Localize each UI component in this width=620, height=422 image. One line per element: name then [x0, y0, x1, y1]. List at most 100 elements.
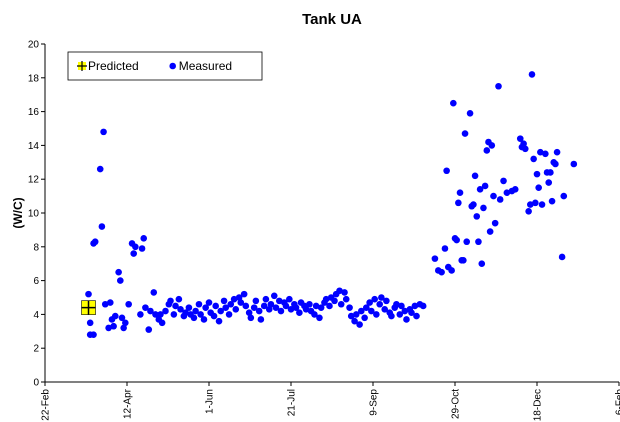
measured-point — [413, 312, 420, 320]
measured-point — [162, 307, 169, 315]
measured-point — [270, 292, 278, 300]
measured-point — [520, 140, 527, 148]
measured-point — [383, 297, 390, 305]
measured-point — [401, 307, 409, 315]
measured-point — [312, 302, 320, 310]
measured-point — [197, 311, 204, 318]
measured-point — [98, 223, 106, 230]
measured-point — [142, 304, 149, 311]
measured-point — [182, 309, 189, 317]
measured-point — [368, 307, 375, 315]
measured-point — [381, 306, 389, 313]
legend-plus — [77, 61, 87, 71]
measured-point — [296, 309, 303, 317]
measured-point — [101, 300, 109, 308]
x-tick-label: 21-Jul — [287, 389, 298, 416]
measured-point — [140, 235, 148, 242]
measured-point — [185, 304, 193, 311]
measured-point — [210, 312, 218, 320]
measured-point — [450, 99, 457, 107]
measured-point — [242, 302, 250, 310]
measured-point — [237, 299, 245, 306]
measured-point — [480, 204, 487, 212]
measured-point — [471, 172, 479, 180]
measured-point — [215, 317, 223, 325]
measured-point — [222, 304, 230, 311]
measured-point — [252, 297, 260, 305]
measured-point — [481, 182, 489, 190]
measured-point — [516, 135, 524, 142]
legend: Predicted Measured — [67, 51, 263, 81]
legend-label: Predicted — [88, 59, 139, 73]
x-tick-label: 1-Jun — [205, 389, 216, 414]
measured-point — [115, 268, 122, 276]
measured-point — [170, 311, 178, 318]
measured-point — [217, 307, 225, 315]
measured-point — [257, 316, 265, 323]
chart-title: Tank UA — [302, 11, 362, 28]
measured-point — [175, 295, 183, 303]
measured-point — [545, 179, 553, 186]
measured-point — [461, 130, 469, 137]
measured-point — [202, 304, 209, 311]
measured-point — [366, 299, 373, 306]
x-tick-label: 12-Apr — [123, 388, 134, 419]
measured-point — [478, 260, 486, 268]
measured-point — [118, 314, 126, 322]
measured-point — [496, 196, 504, 203]
measured-point — [150, 289, 158, 296]
measured-point — [538, 201, 546, 208]
y-tick-label: 12 — [28, 175, 40, 186]
measured-point — [267, 300, 275, 308]
measured-point — [533, 170, 541, 178]
measured-point — [363, 304, 370, 311]
y-tick-label: 2 — [33, 344, 39, 355]
measured-point — [322, 295, 330, 303]
measured-point — [167, 297, 174, 305]
y-tick-label: 8 — [33, 242, 39, 253]
measured-point — [560, 192, 568, 200]
measured-point — [272, 304, 280, 311]
measured-point — [190, 314, 198, 322]
measured-point — [138, 245, 146, 252]
measured-point — [490, 192, 497, 200]
measured-point — [521, 145, 529, 153]
x-tick-label: 29-Oct — [451, 389, 462, 419]
legend-swatch — [169, 62, 177, 70]
y-tick-label: 6 — [33, 276, 39, 287]
measured-point — [341, 289, 348, 296]
measured-point — [396, 311, 404, 318]
measured-point — [373, 311, 380, 318]
measured-point — [511, 186, 519, 193]
measured-point — [398, 302, 405, 310]
measured-point — [158, 319, 166, 327]
measured-point — [525, 208, 532, 215]
measured-point — [110, 322, 117, 330]
measured-point — [473, 213, 481, 220]
measured-point — [352, 311, 360, 318]
measured-point — [91, 238, 99, 246]
x-tick-label: 9-Sep — [369, 389, 380, 416]
y-axis-label: (W/C) — [11, 197, 25, 228]
marker-plus — [81, 300, 96, 315]
measured-point — [255, 307, 263, 315]
measured-point — [548, 197, 556, 205]
measured-point — [495, 82, 502, 90]
measured-point — [530, 155, 537, 163]
measured-point — [441, 245, 449, 252]
measured-point — [277, 307, 285, 315]
measured-point — [311, 311, 318, 318]
measured-point — [245, 309, 253, 317]
y-tick-label: 14 — [28, 141, 40, 152]
measured-point — [260, 302, 268, 310]
measured-point — [100, 128, 107, 136]
legend-box — [67, 51, 263, 81]
measured-point — [275, 297, 283, 305]
y-tick-label: 10 — [28, 209, 40, 220]
x-tick-label: 22-Feb — [41, 389, 52, 421]
measured-point — [503, 189, 511, 197]
measured-point — [157, 311, 164, 318]
measured-point — [96, 165, 104, 173]
measured-point — [357, 307, 365, 315]
